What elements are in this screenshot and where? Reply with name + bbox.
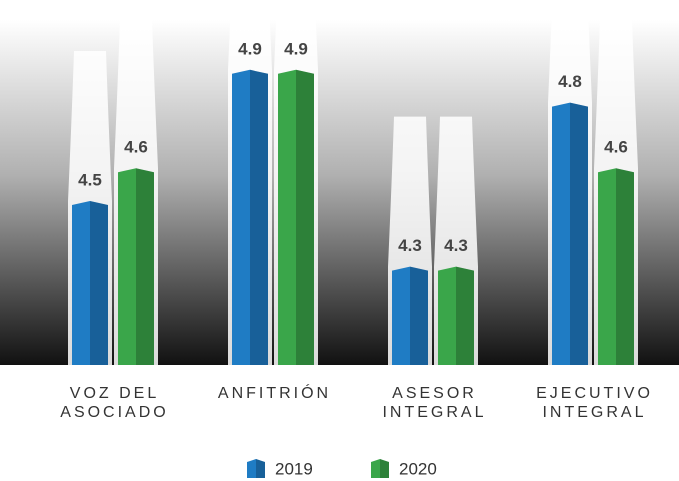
bar-shade	[616, 168, 634, 365]
x-tick-label: ANFITRIÓN	[217, 385, 332, 402]
x-tick-label: VOZ DEL ASOCIADO	[60, 385, 169, 421]
value-label: 4.5	[78, 170, 102, 189]
bar-shade	[570, 102, 588, 365]
value-label: 4.6	[604, 138, 628, 157]
bar	[392, 266, 428, 365]
bar-shade	[136, 168, 154, 365]
legend-swatch	[371, 459, 389, 478]
legend-label: 2019	[275, 459, 313, 478]
bar	[118, 168, 154, 365]
bar-shade	[296, 69, 314, 366]
legend-swatch-shade	[380, 459, 389, 478]
bar-shade	[90, 201, 108, 365]
value-label: 4.9	[238, 39, 262, 58]
value-label: 4.6	[124, 138, 148, 157]
bar-shade	[410, 266, 428, 365]
bar	[598, 168, 634, 365]
bar	[438, 266, 474, 365]
legend-swatch	[247, 459, 265, 478]
x-tick-label: ASESOR INTEGRAL	[382, 385, 487, 421]
legend-swatch-shade	[256, 459, 265, 478]
value-label: 4.3	[398, 236, 422, 255]
value-label: 4.9	[284, 39, 308, 58]
value-label: 4.3	[444, 236, 468, 255]
bar	[278, 69, 314, 366]
bar-shade	[456, 266, 474, 365]
bar-shade	[250, 69, 268, 366]
bar	[232, 69, 268, 366]
bar	[72, 201, 108, 365]
legend-label: 2020	[399, 459, 437, 478]
x-tick-label: EJECUTIVO INTEGRAL	[536, 385, 653, 421]
value-label: 4.8	[558, 72, 582, 91]
bar	[552, 102, 588, 365]
